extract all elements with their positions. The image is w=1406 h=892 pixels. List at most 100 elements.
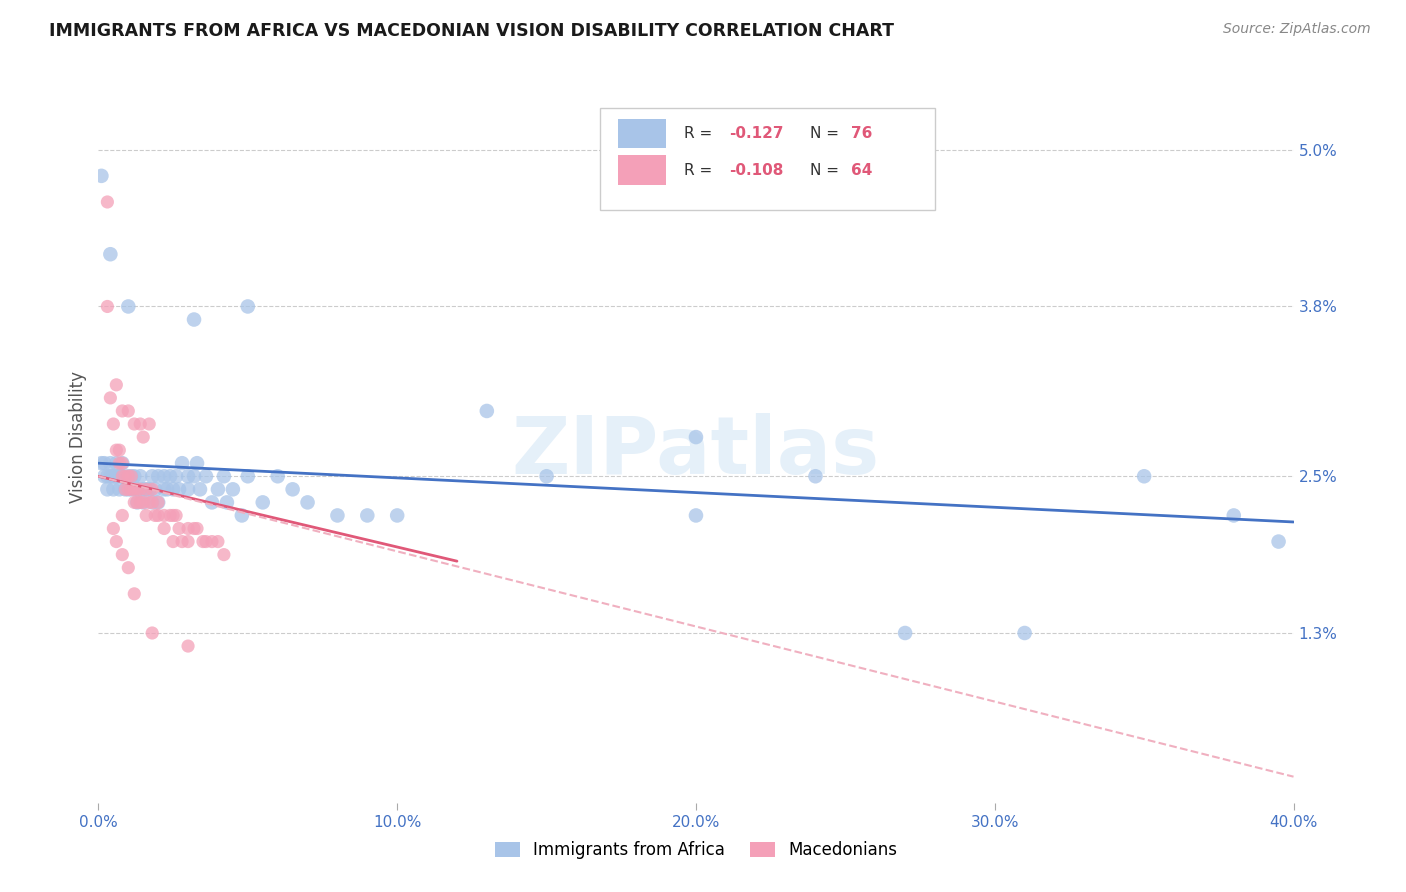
Point bbox=[138, 495, 160, 509]
Point bbox=[207, 534, 229, 549]
Point bbox=[105, 456, 128, 470]
FancyBboxPatch shape bbox=[619, 155, 666, 185]
Point bbox=[685, 508, 707, 523]
Point bbox=[98, 391, 122, 405]
Point bbox=[127, 495, 149, 509]
Point bbox=[120, 483, 142, 497]
Point bbox=[117, 300, 139, 314]
Y-axis label: Vision Disability: Vision Disability bbox=[69, 371, 87, 503]
Text: 64: 64 bbox=[852, 162, 873, 178]
Point bbox=[98, 469, 122, 483]
Point bbox=[127, 495, 149, 509]
Point bbox=[105, 443, 128, 458]
Point bbox=[93, 469, 115, 483]
Point bbox=[117, 404, 139, 418]
Point bbox=[804, 469, 827, 483]
Point bbox=[326, 508, 349, 523]
Point bbox=[93, 456, 115, 470]
Text: -0.127: -0.127 bbox=[730, 126, 785, 141]
Point bbox=[141, 483, 163, 497]
Point bbox=[162, 534, 184, 549]
Text: IMMIGRANTS FROM AFRICA VS MACEDONIAN VISION DISABILITY CORRELATION CHART: IMMIGRANTS FROM AFRICA VS MACEDONIAN VIS… bbox=[49, 22, 894, 40]
Point bbox=[117, 560, 139, 574]
Point bbox=[143, 483, 166, 497]
Point bbox=[1014, 626, 1036, 640]
Point bbox=[124, 469, 146, 483]
Point bbox=[120, 483, 142, 497]
Point bbox=[167, 521, 190, 535]
Point bbox=[124, 495, 146, 509]
Point bbox=[127, 483, 149, 497]
Point bbox=[117, 483, 139, 497]
Point bbox=[105, 534, 128, 549]
Point bbox=[167, 483, 190, 497]
Point bbox=[162, 483, 184, 497]
Point bbox=[124, 483, 146, 497]
Point bbox=[127, 483, 149, 497]
Point bbox=[231, 508, 253, 523]
Point bbox=[177, 534, 200, 549]
Point bbox=[156, 483, 179, 497]
Point bbox=[236, 300, 259, 314]
Point bbox=[148, 495, 170, 509]
Point bbox=[111, 548, 134, 562]
Point bbox=[252, 495, 274, 509]
Point bbox=[201, 534, 224, 549]
Point bbox=[111, 508, 134, 523]
Point bbox=[111, 469, 134, 483]
Point bbox=[90, 169, 112, 183]
Point bbox=[222, 483, 245, 497]
Point bbox=[135, 483, 157, 497]
Point bbox=[114, 483, 136, 497]
Point bbox=[188, 483, 211, 497]
Point bbox=[90, 456, 112, 470]
Point bbox=[685, 430, 707, 444]
Point bbox=[148, 508, 170, 523]
Point bbox=[1267, 534, 1289, 549]
Text: R =: R = bbox=[685, 126, 717, 141]
Text: 76: 76 bbox=[852, 126, 873, 141]
Point bbox=[124, 417, 146, 431]
Point bbox=[132, 495, 155, 509]
Point bbox=[201, 495, 224, 509]
Point bbox=[475, 404, 498, 418]
Point bbox=[195, 534, 218, 549]
Point bbox=[267, 469, 290, 483]
Point bbox=[297, 495, 319, 509]
Point bbox=[162, 508, 184, 523]
Point bbox=[172, 456, 194, 470]
Point bbox=[117, 469, 139, 483]
Point bbox=[141, 469, 163, 483]
Point bbox=[165, 508, 187, 523]
Point bbox=[96, 300, 118, 314]
Point bbox=[159, 469, 181, 483]
Point bbox=[148, 469, 170, 483]
Point bbox=[143, 508, 166, 523]
FancyBboxPatch shape bbox=[619, 119, 666, 148]
Point bbox=[96, 194, 118, 209]
Point bbox=[177, 483, 200, 497]
Point bbox=[132, 495, 155, 509]
Point bbox=[141, 626, 163, 640]
Point bbox=[1133, 469, 1156, 483]
Legend: Immigrants from Africa, Macedonians: Immigrants from Africa, Macedonians bbox=[486, 833, 905, 868]
Point bbox=[96, 469, 118, 483]
Point bbox=[215, 495, 238, 509]
Point bbox=[236, 469, 259, 483]
Point bbox=[129, 417, 152, 431]
Point bbox=[135, 483, 157, 497]
Point bbox=[385, 508, 409, 523]
Point bbox=[132, 430, 155, 444]
Point bbox=[894, 626, 917, 640]
Point bbox=[105, 469, 128, 483]
Point bbox=[212, 469, 235, 483]
Point bbox=[105, 377, 128, 392]
Point bbox=[153, 521, 176, 535]
Point bbox=[120, 469, 142, 483]
Point bbox=[195, 469, 218, 483]
FancyBboxPatch shape bbox=[600, 108, 935, 211]
Point bbox=[153, 469, 176, 483]
Point bbox=[132, 483, 155, 497]
Point bbox=[177, 521, 200, 535]
Point bbox=[281, 483, 304, 497]
